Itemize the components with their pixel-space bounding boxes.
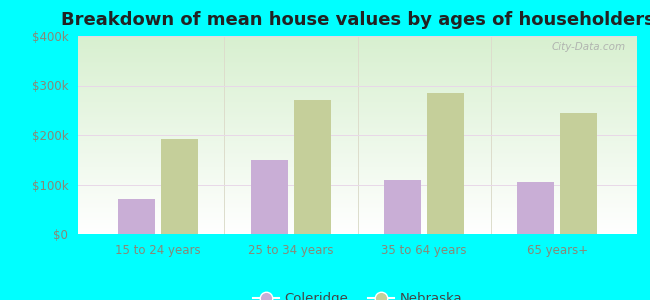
Legend: Coleridge, Nebraska: Coleridge, Nebraska	[248, 287, 467, 300]
Bar	[426, 93, 464, 234]
Bar	[161, 139, 198, 234]
Title: Breakdown of mean house values by ages of householders: Breakdown of mean house values by ages o…	[60, 11, 650, 29]
Bar	[560, 113, 597, 234]
Bar	[294, 100, 331, 234]
Bar	[251, 160, 289, 234]
Text: City-Data.com: City-Data.com	[552, 42, 626, 52]
Bar	[118, 200, 155, 234]
Bar	[517, 182, 554, 234]
Bar	[384, 179, 421, 234]
